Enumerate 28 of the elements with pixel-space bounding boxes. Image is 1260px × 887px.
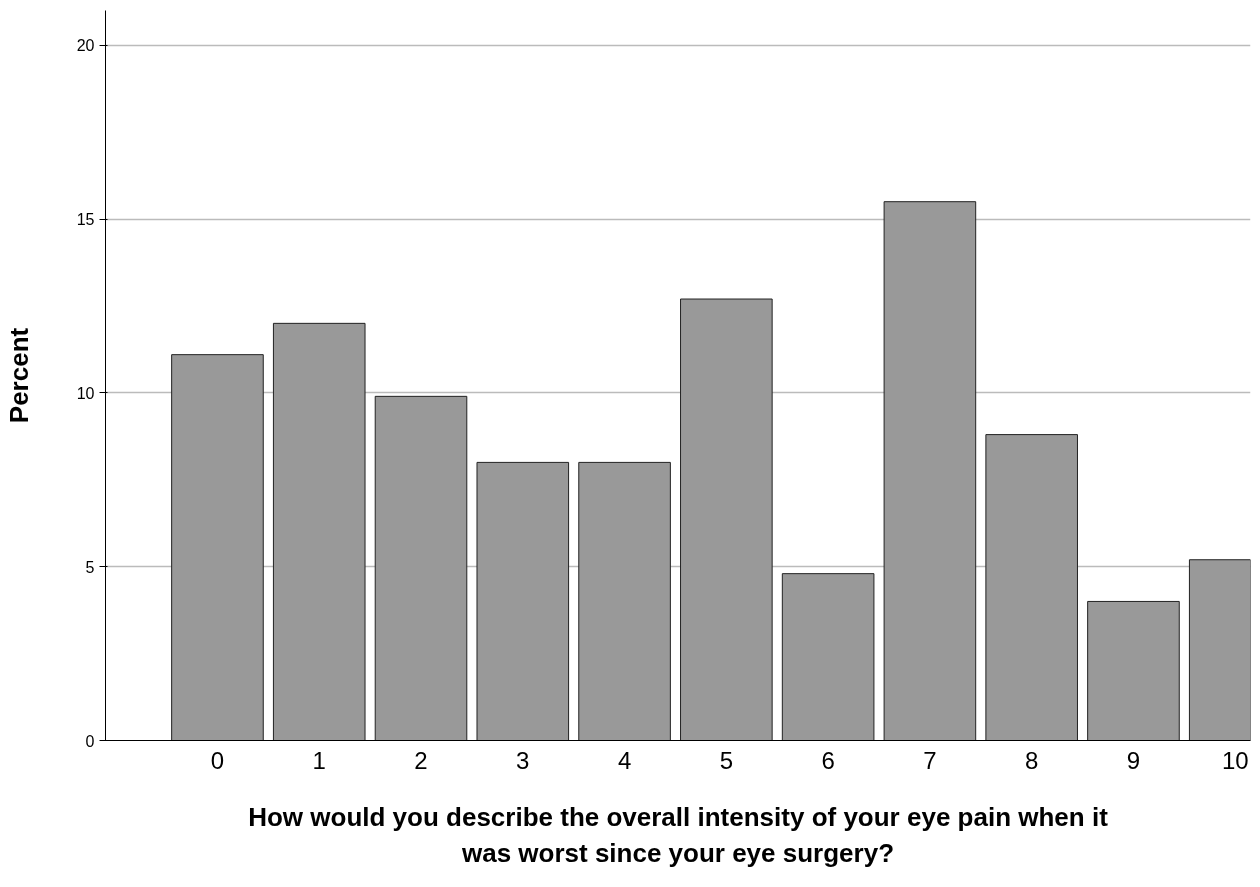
x-tick-label: 0 (210, 746, 225, 774)
x-tick-label: 10 (1221, 746, 1249, 774)
bar (680, 298, 773, 741)
y-axis-title: Percent (3, 327, 34, 424)
bar (985, 434, 1078, 741)
x-tick-label: 8 (1025, 746, 1039, 774)
bar (578, 461, 671, 741)
x-tick-label: 7 (923, 746, 937, 774)
bar (374, 395, 468, 741)
x-tick-label: 5 (719, 746, 734, 774)
x-tick-label: 1 (312, 746, 326, 774)
bar (171, 354, 264, 741)
y-tick-label: 20 (76, 37, 95, 55)
bar (1087, 600, 1180, 741)
x-axis-title: How would you describe the overall intensity of your eye pain when it was worst since your eye surgery? (248, 801, 1109, 868)
x-tick-label: 9 (1126, 746, 1141, 774)
x-tick-label: 4 (617, 746, 632, 774)
y-tick-label: 0 (85, 732, 95, 750)
bar (781, 573, 875, 741)
bar (476, 461, 570, 741)
x-tick-label: 6 (821, 746, 835, 774)
bar (272, 322, 366, 741)
x-tick-label: 3 (516, 746, 530, 774)
y-tick-label: 10 (76, 384, 95, 402)
y-tick-label: 5 (85, 558, 95, 576)
y-tick-label: 15 (76, 211, 95, 229)
x-tick-label: 2 (414, 746, 428, 774)
bar (883, 201, 977, 741)
